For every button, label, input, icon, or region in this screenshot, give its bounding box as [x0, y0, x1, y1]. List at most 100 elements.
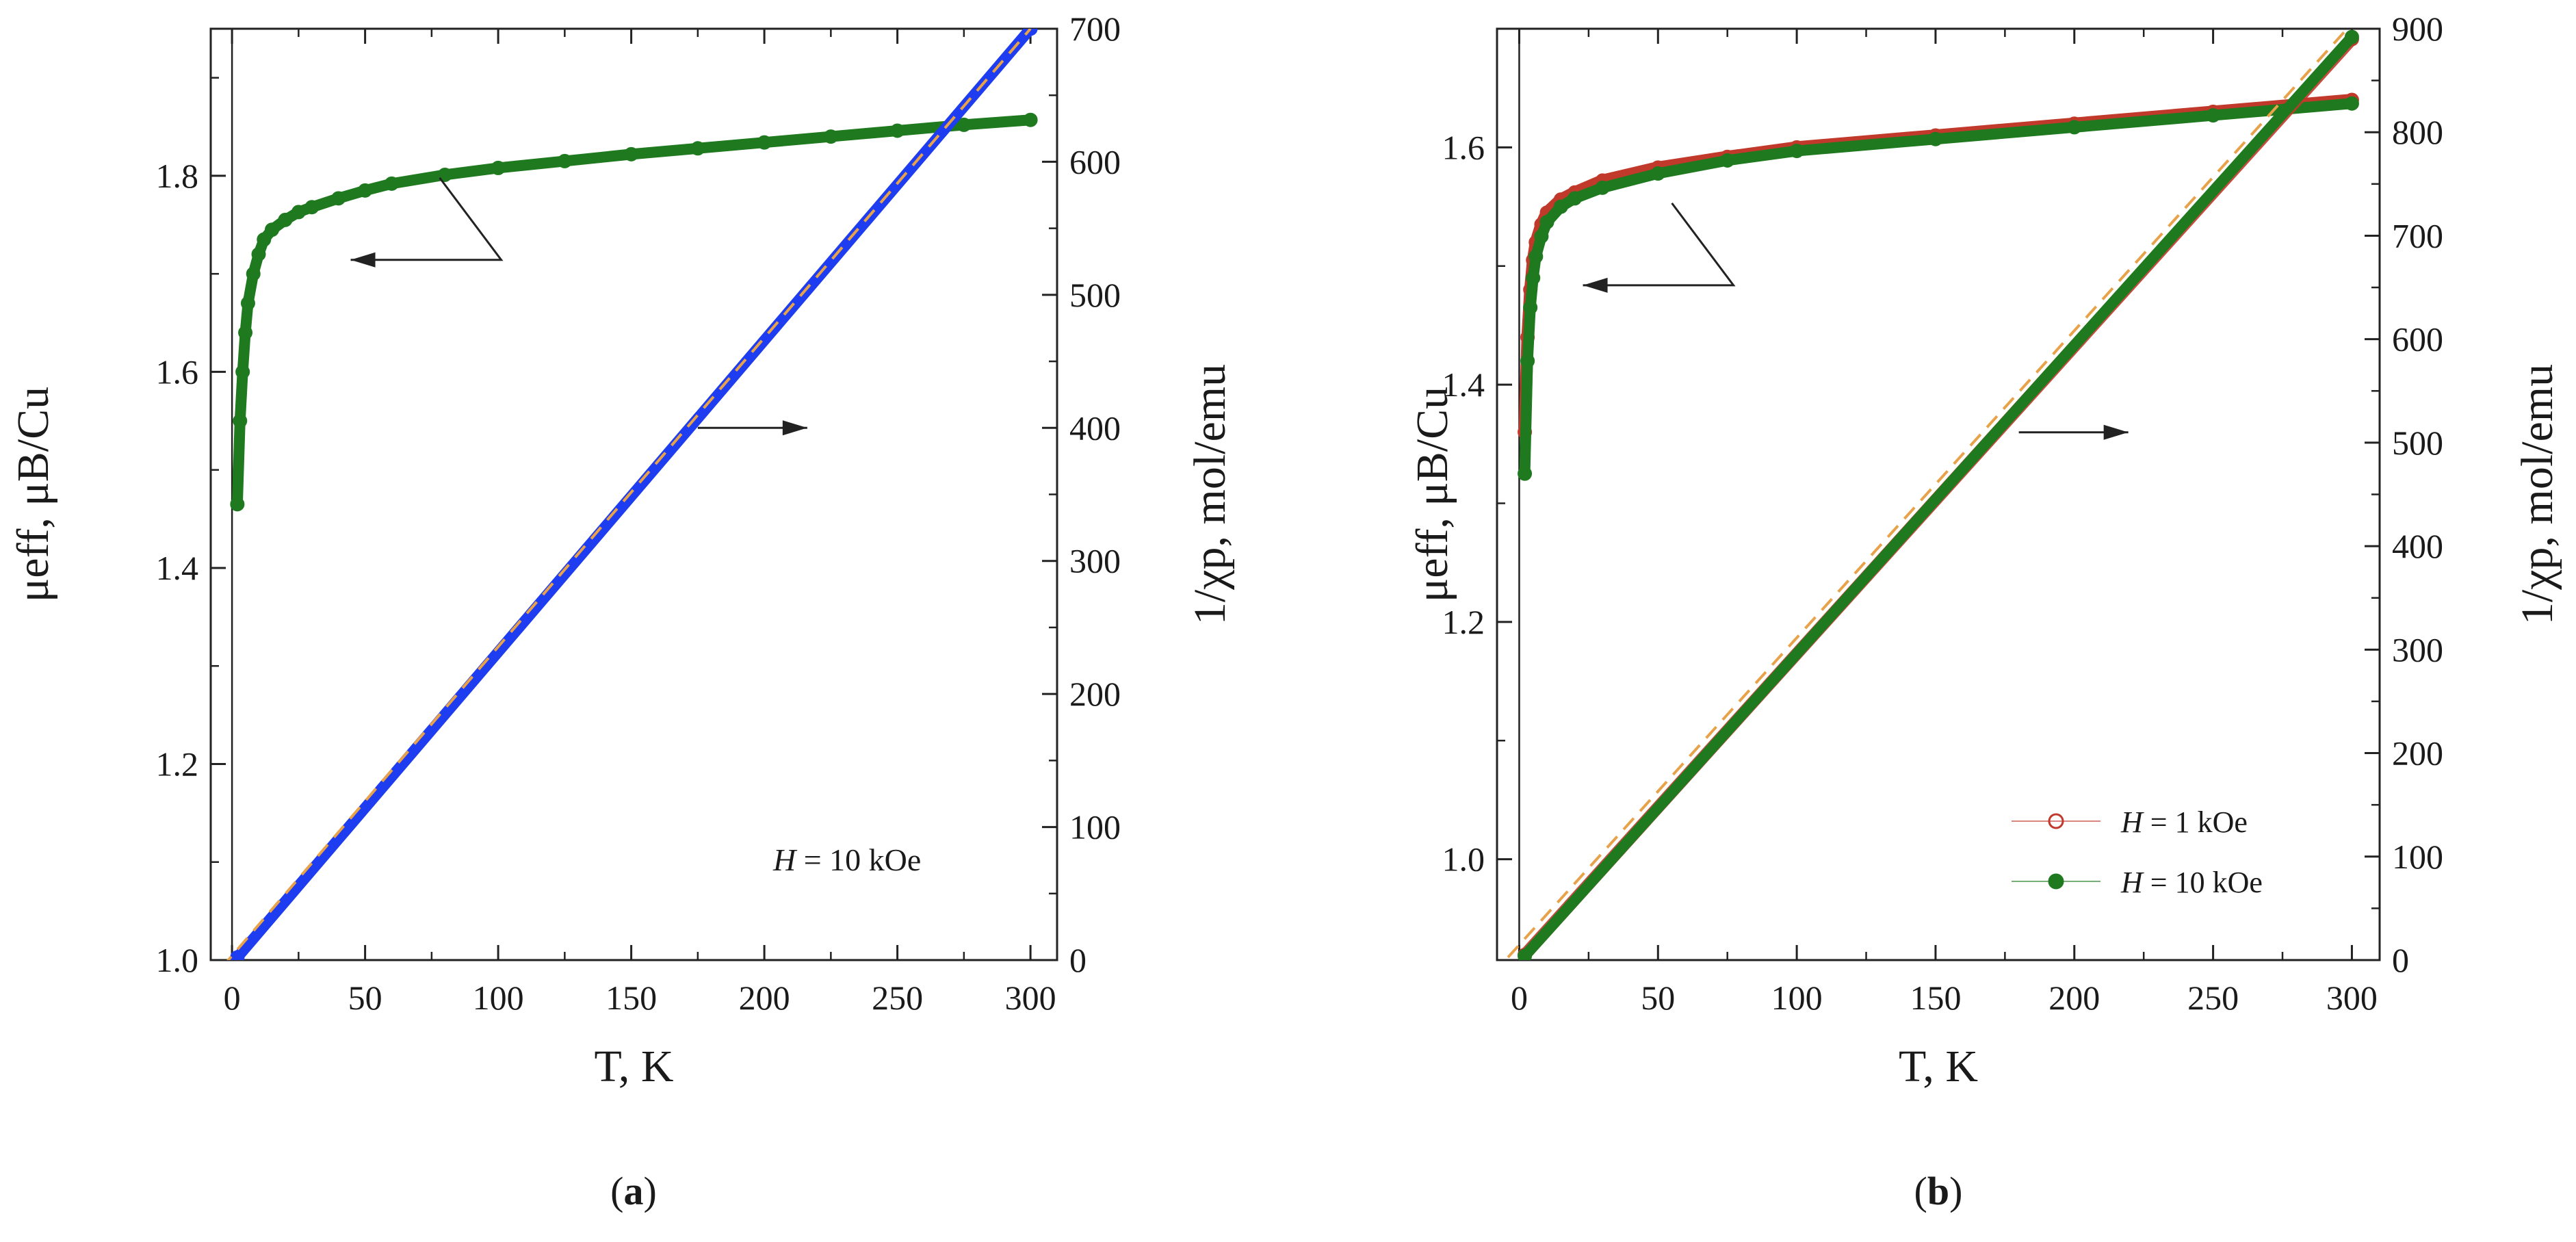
y-right-tick-label: 400 — [1069, 409, 1121, 447]
data-point — [1523, 300, 1538, 315]
y-right-tick-label: 600 — [2392, 320, 2443, 359]
legend-label: H = 1 kOe — [2120, 805, 2248, 839]
x-tick-label: 300 — [1005, 979, 1056, 1017]
data-point — [264, 222, 279, 237]
x-tick-label: 150 — [1910, 979, 1961, 1017]
y-right-tick-label: 500 — [2392, 424, 2443, 462]
data-layer — [1503, 29, 2359, 960]
data-point — [2344, 96, 2359, 111]
y-right-tick-label: 100 — [1069, 808, 1121, 846]
arrow-line — [1583, 202, 1736, 287]
y-left-tick-label: 1.4 — [1442, 365, 1485, 404]
data-point — [304, 200, 320, 215]
data-point — [358, 183, 373, 198]
panel-label-close: ) — [644, 1169, 657, 1213]
left-axis-arrow — [350, 177, 504, 268]
y-left-tick-label: 1.4 — [156, 549, 199, 587]
x-tick-label: 100 — [473, 979, 524, 1017]
arrow-head — [1583, 277, 1608, 293]
y-left-tick-label: 1.2 — [1442, 603, 1485, 641]
arrow-head — [782, 420, 807, 436]
legend-marker — [2048, 873, 2064, 890]
x-axis-title: T, K — [594, 1042, 673, 1091]
fit-line — [1503, 29, 2350, 960]
data-point — [233, 413, 248, 428]
data-point — [1526, 270, 1541, 285]
y-right-tick-label: 400 — [2392, 527, 2443, 565]
fit-line — [226, 29, 1032, 960]
x-tick-label: 200 — [739, 979, 790, 1017]
data-point — [2206, 108, 2221, 123]
y-right-tick-label: 700 — [1069, 10, 1121, 48]
panel-label-letter: a — [624, 1169, 644, 1213]
y-left-tick-label: 1.6 — [156, 352, 199, 391]
legend-label-rest: = 1 kOe — [2143, 805, 2248, 839]
data-point — [624, 146, 639, 161]
y-left-tick-label: 1.2 — [156, 745, 199, 783]
x-tick-label: 50 — [1641, 979, 1675, 1017]
data-point — [491, 160, 506, 175]
data-layer — [226, 29, 1038, 960]
x-tick-label: 150 — [606, 979, 657, 1017]
data-point — [1928, 131, 1943, 146]
data-point — [251, 247, 266, 262]
y-left-tick-label: 1.0 — [1442, 840, 1485, 879]
data-point — [1534, 229, 1549, 244]
left-axis-arrow — [1583, 202, 1736, 293]
series-line — [1518, 94, 2358, 439]
data-point — [240, 296, 255, 311]
data-point — [1595, 180, 1610, 195]
y-left-axis-title: μeff, μB/Cu — [1407, 387, 1457, 602]
data-point — [1518, 948, 1533, 960]
data-point — [1553, 199, 1568, 214]
arrow-head — [350, 252, 376, 268]
series-line — [231, 29, 1037, 960]
data-point — [1650, 166, 1665, 181]
panel-a: 0 50 100 150 200 250 300 1.0 1.2 1.4 1.6 1.8 0 100 200… — [8, 10, 1235, 1213]
panel-label-open: ( — [610, 1169, 623, 1213]
data-point — [230, 950, 245, 960]
data-point — [2067, 120, 2082, 135]
series-line — [231, 114, 1037, 510]
data-point — [757, 135, 772, 150]
data-point — [230, 497, 245, 512]
y-right-tick-label: 0 — [2392, 941, 2409, 979]
panel-label-close: ) — [1949, 1169, 1962, 1213]
y-right-axis-title: 1/χp, mol/emu — [1185, 364, 1235, 625]
series-line — [1519, 98, 2358, 480]
data-point — [246, 266, 261, 281]
legend-label-italic: H — [2120, 805, 2144, 839]
y-right-tick-label: 500 — [1069, 276, 1121, 314]
legend-marker — [2048, 813, 2064, 829]
data-point — [557, 153, 572, 168]
panel-b: 0 50 100 150 200 250 300 1.0 1.2 1.4 1.6 0 100 200 300… — [1407, 10, 2562, 1213]
y-right-tick-label: 100 — [2392, 838, 2443, 876]
arrow-head — [2103, 424, 2129, 440]
data-point — [291, 205, 306, 220]
y-right-tick-label: 700 — [2392, 216, 2443, 255]
data-point — [2344, 29, 2359, 44]
x-tick-label: 0 — [224, 979, 241, 1017]
y-right-tick-label: 600 — [1069, 142, 1121, 181]
data-point — [1567, 191, 1583, 206]
legend-label-italic: H — [2120, 866, 2144, 899]
y-right-tick-label: 900 — [2392, 10, 2443, 48]
field-annotation: H = 10 kOe — [772, 842, 921, 877]
data-point — [1789, 144, 1804, 159]
data-point — [437, 167, 452, 182]
y-right-axis-title: 1/χp, mol/emu — [2512, 364, 2562, 625]
arrow-line — [350, 177, 504, 261]
y-right-tick-label: 200 — [2392, 734, 2443, 773]
x-tick-label: 0 — [1511, 979, 1528, 1017]
panel-label-open: ( — [1914, 1169, 1927, 1213]
data-point — [690, 141, 705, 156]
right-axis-arrow — [697, 420, 807, 436]
data-point — [235, 364, 250, 379]
x-axis-title: T, K — [1899, 1042, 1978, 1091]
data-point — [1520, 353, 1535, 368]
y-right-tick-label: 800 — [2392, 113, 2443, 151]
y-left-tick-label: 1.8 — [156, 157, 199, 195]
data-point — [890, 123, 905, 138]
